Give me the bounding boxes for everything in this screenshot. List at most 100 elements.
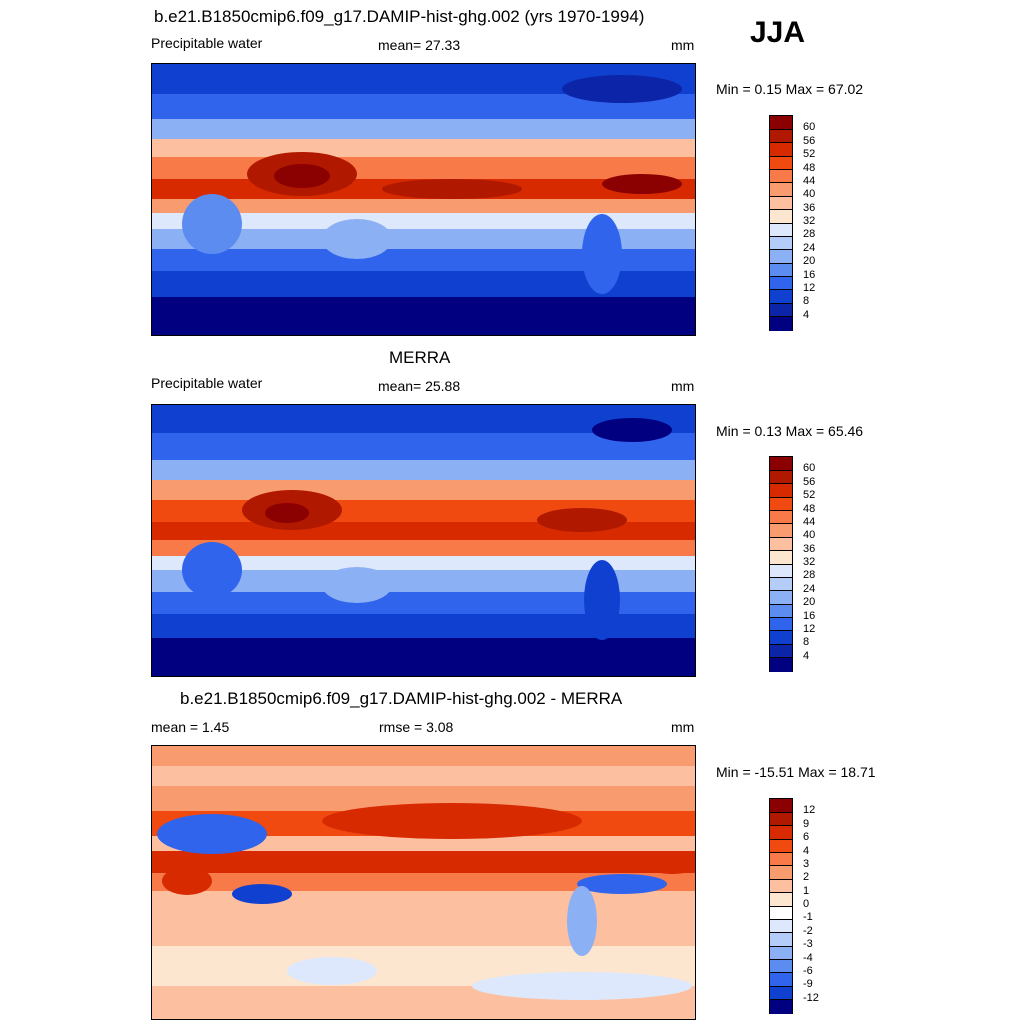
colorbar-separator: [770, 222, 792, 224]
colorbar-swatch: [770, 999, 792, 1014]
colorbar-tick-label: 9: [803, 817, 810, 830]
colorbar-swatch: [770, 946, 792, 960]
colorbar-swatch: [770, 483, 792, 498]
colorbar-swatch: [770, 825, 792, 840]
colorbar-tick-label: -6: [803, 964, 813, 977]
colorbar-swatch: [770, 550, 792, 565]
colorbar-swatch: [770, 209, 792, 224]
colorbar-separator: [770, 603, 792, 605]
colorbar-tick-label: 40: [803, 529, 816, 542]
colorbar-swatch: [770, 156, 792, 170]
panel3-colorbar: [769, 798, 793, 1014]
colorbar-separator: [770, 852, 792, 853]
colorbar-separator: [770, 918, 792, 920]
colorbar-tick-label: 16: [803, 609, 816, 622]
colorbar-tick-label: 32: [803, 556, 816, 568]
colorbar-tick-label: 52: [803, 148, 816, 161]
colorbar-tick-label: -2: [803, 924, 813, 937]
colorbar-tick-label: 0: [803, 898, 810, 910]
colorbar-tick-label: 48: [803, 161, 816, 174]
panel3-map: [151, 745, 696, 1020]
colorbar-tick-label: 56: [803, 475, 816, 488]
panel1-minmax-label: Min = 0.15 Max = 67.02: [716, 81, 864, 97]
colorbar-tick-label: 4: [803, 308, 810, 321]
colorbar-swatch: [770, 590, 792, 605]
colorbar-swatch: [770, 879, 792, 894]
colorbar-swatch: [770, 142, 792, 157]
colorbar-swatch: [770, 263, 792, 277]
colorbar-separator: [770, 182, 792, 184]
colorbar-tick-label: 40: [803, 188, 816, 201]
panel2-variable-label: Precipitable water: [151, 375, 263, 391]
colorbar-swatch: [770, 986, 792, 1001]
colorbar-swatch: [770, 892, 792, 907]
colorbar-swatch: [770, 470, 792, 485]
colorbar-swatch: [770, 457, 792, 471]
colorbar-swatch: [770, 617, 792, 632]
colorbar-swatch: [770, 129, 792, 144]
colorbar-separator: [770, 510, 792, 511]
colorbar-separator: [770, 155, 792, 157]
colorbar-swatch: [770, 196, 792, 211]
colorbar-separator: [770, 209, 792, 211]
colorbar-swatch: [770, 169, 792, 184]
colorbar-tick-label: 44: [803, 174, 816, 187]
colorbar-swatch: [770, 604, 792, 618]
colorbar-tick-label: 6: [803, 831, 810, 844]
colorbar-separator: [770, 195, 792, 197]
colorbar-separator: [770, 289, 792, 291]
colorbar-separator: [770, 643, 792, 645]
colorbar-swatch: [770, 852, 792, 867]
panel3-minmax-label: Min = -15.51 Max = 18.71: [716, 764, 876, 780]
colorbar-separator: [770, 302, 792, 304]
colorbar-separator: [770, 496, 792, 498]
colorbar-tick-label: 3: [803, 857, 810, 870]
colorbar-tick-label: 8: [803, 295, 810, 308]
panel1-mean-label: mean= 27.33: [378, 37, 461, 53]
colorbar-separator: [770, 617, 792, 618]
colorbar-separator: [770, 811, 792, 813]
colorbar-separator: [770, 523, 792, 525]
season-label: JJA: [750, 16, 806, 49]
colorbar-tick-label: 36: [803, 201, 816, 214]
panel1-units-label: mm: [671, 37, 695, 53]
colorbar-tick-label: 48: [803, 502, 816, 515]
colorbar-separator: [770, 590, 792, 592]
colorbar-separator: [770, 249, 792, 251]
colorbar-tick-label: -3: [803, 938, 813, 951]
colorbar-tick-label: 60: [803, 462, 816, 475]
colorbar-tick-label: 20: [803, 596, 816, 609]
colorbar-swatch: [770, 865, 792, 880]
colorbar-swatch: [770, 644, 792, 659]
colorbar-separator: [770, 959, 792, 960]
colorbar-separator: [770, 536, 792, 538]
colorbar-swatch: [770, 316, 792, 331]
colorbar-separator: [770, 999, 792, 1001]
panel1-title: b.e21.B1850cmip6.f09_g17.DAMIP-hist-ghg.…: [154, 7, 645, 26]
colorbar-swatch: [770, 276, 792, 291]
colorbar-tick-label: 56: [803, 134, 816, 147]
colorbar-swatch: [770, 564, 792, 578]
panel3-units-label: mm: [671, 719, 695, 735]
colorbar-separator: [770, 865, 792, 867]
colorbar-separator: [770, 878, 792, 880]
colorbar-tick-label: 2: [803, 871, 810, 884]
colorbar-swatch: [770, 289, 792, 304]
panel2-minmax-label: Min = 0.13 Max = 65.46: [716, 423, 864, 439]
colorbar-separator: [770, 169, 792, 170]
colorbar-separator: [770, 932, 792, 934]
panel1-map: [151, 63, 696, 336]
panel2-map: [151, 404, 696, 677]
colorbar-swatch: [770, 249, 792, 264]
colorbar-swatch: [770, 919, 792, 934]
colorbar-separator: [770, 550, 792, 552]
panel1-variable-label: Precipitable water: [151, 35, 263, 51]
colorbar-swatch: [770, 959, 792, 974]
panel3-title: b.e21.B1850cmip6.f09_g17.DAMIP-hist-ghg.…: [180, 689, 623, 708]
panel3-rmse-label: rmse = 3.08: [379, 719, 454, 735]
colorbar-separator: [770, 972, 792, 974]
colorbar-swatch: [770, 657, 792, 672]
colorbar-swatch: [770, 812, 792, 827]
panel3-mean-label: mean = 1.45: [151, 719, 230, 735]
colorbar-tick-label: -1: [803, 911, 813, 924]
